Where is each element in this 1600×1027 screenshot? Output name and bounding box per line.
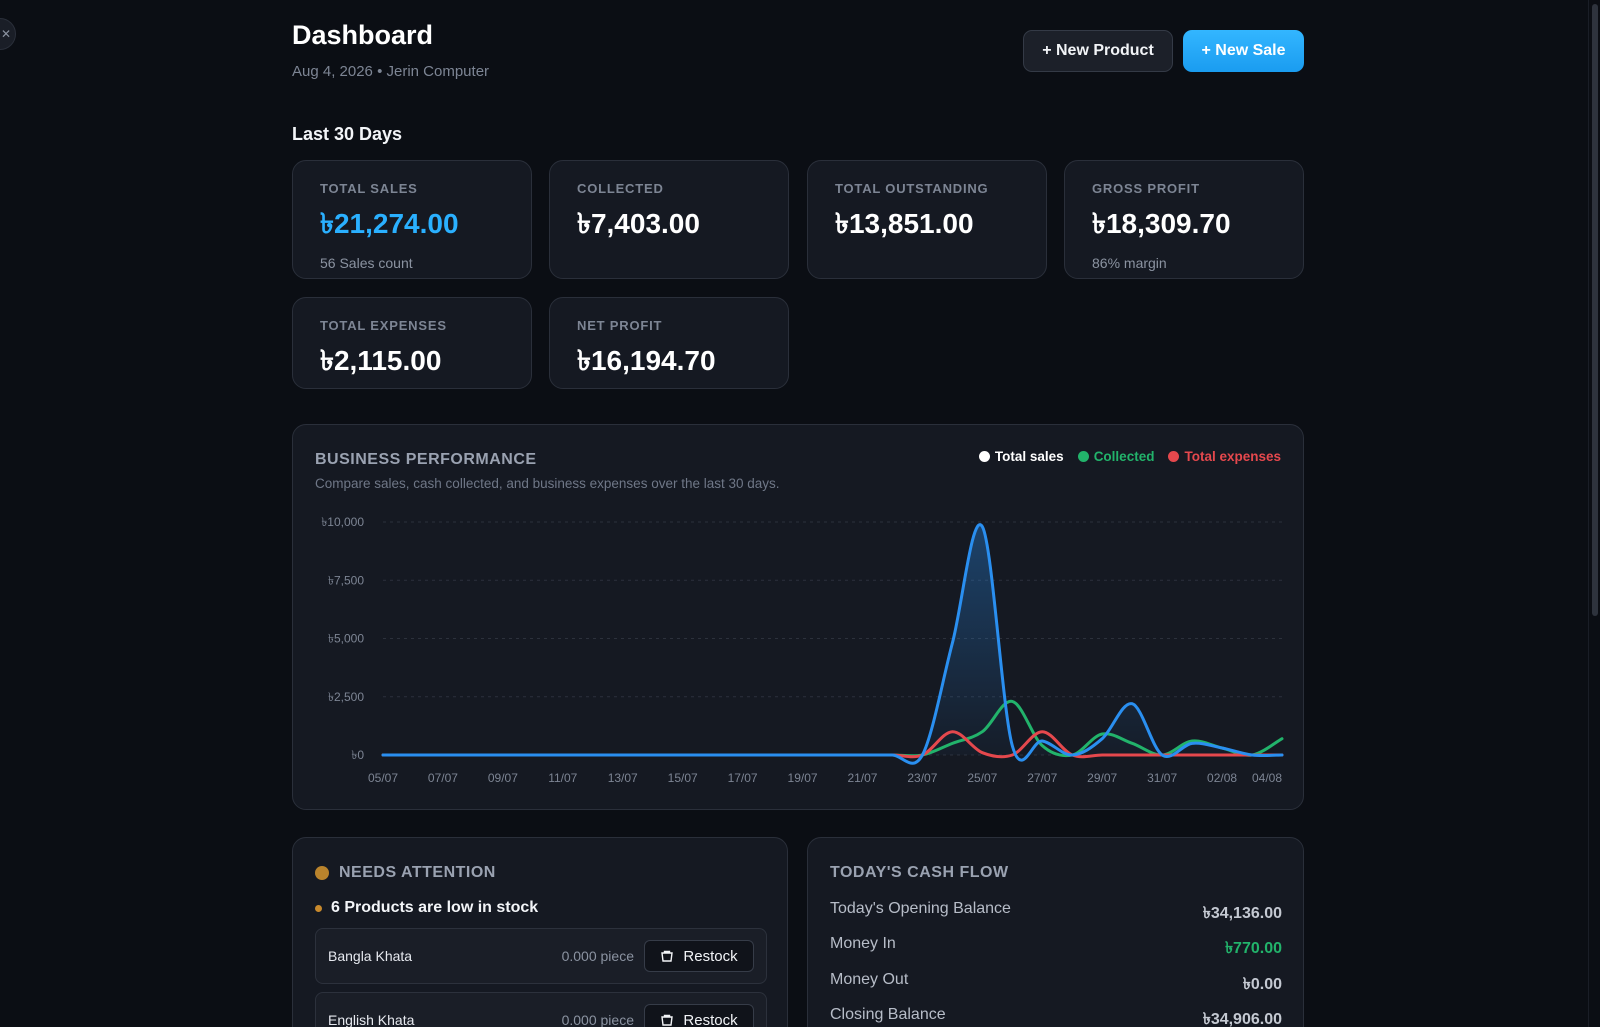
cash-row-closing-balance: Closing Balance ৳34,906.00 — [830, 1006, 1282, 1027]
stat-label: COLLECTED — [577, 181, 664, 196]
stat-card-total-expenses: TOTAL EXPENSES ৳2,115.00 — [292, 297, 532, 389]
total-sales-line — [381, 523, 1284, 765]
stat-value: ৳16,194.70 — [577, 345, 716, 376]
page-title: Dashboard — [292, 20, 434, 50]
x-tick-label: 13/07 — [608, 771, 638, 785]
y-tick-label: ৳7,500 — [328, 573, 364, 587]
cash-value: ৳34,906.00 — [1202, 1011, 1282, 1027]
warning-dot-icon — [315, 866, 329, 880]
basket-icon — [661, 1014, 674, 1026]
cash-label: Money In — [830, 935, 896, 952]
restock-button[interactable]: Restock — [644, 940, 754, 972]
new-sale-button[interactable]: + New Sale — [1183, 30, 1304, 72]
y-tick-label: ৳0 — [351, 748, 364, 762]
cash-flow-title: TODAY'S CASH FLOW — [830, 864, 1009, 881]
x-tick-label: 25/07 — [967, 771, 997, 785]
x-tick-label: 04/08 — [1252, 771, 1282, 785]
chart-title: BUSINESS PERFORMANCE — [315, 451, 537, 468]
cash-label: Today's Opening Balance — [830, 900, 1011, 917]
x-tick-label: 31/07 — [1147, 771, 1177, 785]
x-tick-label: 23/07 — [907, 771, 937, 785]
product-name: English Khata — [328, 1012, 415, 1027]
y-tick-label: ৳2,500 — [328, 690, 364, 704]
cash-row-opening-balance: Today's Opening Balance ৳34,136.00 — [830, 900, 1282, 927]
stat-value: ৳7,403.00 — [577, 208, 700, 239]
page-subtitle: Aug 4, 2026 • Jerin Computer — [292, 63, 490, 80]
needs-attention-panel: NEEDS ATTENTION 6 Products are low in st… — [292, 837, 788, 1027]
x-tick-label: 09/07 — [488, 771, 518, 785]
stat-label: NET PROFIT — [577, 318, 663, 333]
stat-value: ৳13,851.00 — [835, 208, 974, 239]
stat-card-collected: COLLECTED ৳7,403.00 — [549, 160, 789, 279]
stat-value: ৳2,115.00 — [320, 345, 442, 376]
legend-label: Total expenses — [1184, 449, 1281, 464]
legend-item-total-sales[interactable]: Total sales — [978, 449, 1064, 464]
bullet-icon — [315, 904, 322, 912]
legend-dot — [978, 451, 990, 462]
product-qty: 0.000 piece — [561, 1012, 634, 1027]
legend-dot — [1168, 451, 1180, 462]
product-name: Bangla Khata — [328, 948, 413, 964]
cash-flow-panel: TODAY'S CASH FLOW Today's Opening Balanc… — [807, 837, 1304, 1027]
cash-value: ৳34,136.00 — [1202, 905, 1282, 922]
period-title: Last 30 Days — [292, 124, 403, 144]
stat-label: GROSS PROFIT — [1092, 181, 1200, 196]
restock-button[interactable]: Restock — [644, 1004, 754, 1027]
panel-title-text: NEEDS ATTENTION — [339, 864, 496, 881]
low-stock-alert[interactable]: 6 Products are low in stock — [315, 899, 538, 917]
stat-label: TOTAL OUTSTANDING — [835, 181, 989, 196]
y-tick-label: ৳10,000 — [321, 515, 364, 529]
product-qty: 0.000 piece — [561, 948, 634, 964]
x-tick-label: 19/07 — [788, 771, 818, 785]
stat-label: TOTAL EXPENSES — [320, 318, 447, 333]
low-stock-product-row: English Khata 0.000 piece Restock — [315, 992, 767, 1027]
x-tick-label: 05/07 — [368, 771, 398, 785]
chart-subtitle: Compare sales, cash collected, and busin… — [315, 476, 780, 491]
stat-note: 56 Sales count — [320, 255, 413, 271]
restock-label: Restock — [683, 947, 738, 965]
stat-card-gross-profit: GROSS PROFIT ৳18,309.70 86% margin — [1064, 160, 1304, 279]
x-tick-label: 27/07 — [1027, 771, 1057, 785]
legend-label: Collected — [1093, 449, 1155, 464]
x-tick-label: 29/07 — [1087, 771, 1117, 785]
stat-label: TOTAL SALES — [320, 181, 418, 196]
y-tick-label: ৳5,000 — [328, 632, 364, 646]
cash-row-money-in: Money In ৳770.00 — [830, 935, 1282, 962]
x-tick-label: 21/07 — [847, 771, 877, 785]
needs-attention-title: NEEDS ATTENTION — [315, 864, 496, 882]
stat-card-total-sales: TOTAL SALES ৳21,274.00 56 Sales count — [292, 160, 532, 279]
page-header: Dashboard Aug 4, 2026 • Jerin Computer +… — [292, 20, 1304, 90]
low-stock-text: 6 Products are low in stock — [331, 899, 539, 916]
legend-item-collected[interactable]: Collected — [1077, 449, 1155, 464]
legend-label: Total sales — [994, 449, 1064, 464]
cash-value: ৳0.00 — [1242, 976, 1282, 993]
close-icon: ✕ — [0, 27, 11, 41]
basket-icon — [661, 950, 674, 962]
cash-label: Money Out — [830, 971, 909, 988]
cash-value: ৳770.00 — [1225, 940, 1282, 957]
x-tick-label: 07/07 — [428, 771, 458, 785]
cash-row-money-out: Money Out ৳0.00 — [830, 971, 1282, 998]
page-scrollbar[interactable] — [1588, 0, 1600, 1027]
x-tick-label: 02/08 — [1207, 771, 1237, 785]
restock-label: Restock — [683, 1011, 738, 1027]
chart-canvas: ৳10,000 ৳7,500 ৳5,000 ৳2,500 ৳0 05/07 07/07 09/… — [321, 515, 1284, 785]
low-stock-product-row: Bangla Khata 0.000 piece Restock — [315, 928, 767, 984]
stat-card-net-profit: NET PROFIT ৳16,194.70 — [549, 297, 789, 389]
business-performance-chart: ৳10,000 ৳7,500 ৳5,000 ৳2,500 ৳0 05/07 07/07 09/… — [292, 424, 1304, 810]
legend-dot — [1077, 451, 1089, 462]
stat-card-total-outstanding: TOTAL OUTSTANDING ৳13,851.00 — [807, 160, 1047, 279]
stat-value: ৳21,274.00 — [320, 208, 459, 239]
cash-label: Closing Balance — [830, 1006, 946, 1023]
new-product-button[interactable]: + New Product — [1023, 30, 1173, 72]
stat-note: 86% margin — [1092, 255, 1167, 271]
scrollbar-thumb[interactable] — [1592, 4, 1598, 616]
x-tick-label: 17/07 — [728, 771, 758, 785]
x-tick-label: 15/07 — [668, 771, 698, 785]
sidebar-toggle-button[interactable]: ✕ — [0, 18, 16, 50]
legend-item-total-expenses[interactable]: Total expenses — [1168, 449, 1281, 464]
stat-value: ৳18,309.70 — [1092, 208, 1231, 239]
chart-legend: Total sales Collected Total expenses — [978, 449, 1281, 464]
x-tick-label: 11/07 — [548, 771, 577, 785]
